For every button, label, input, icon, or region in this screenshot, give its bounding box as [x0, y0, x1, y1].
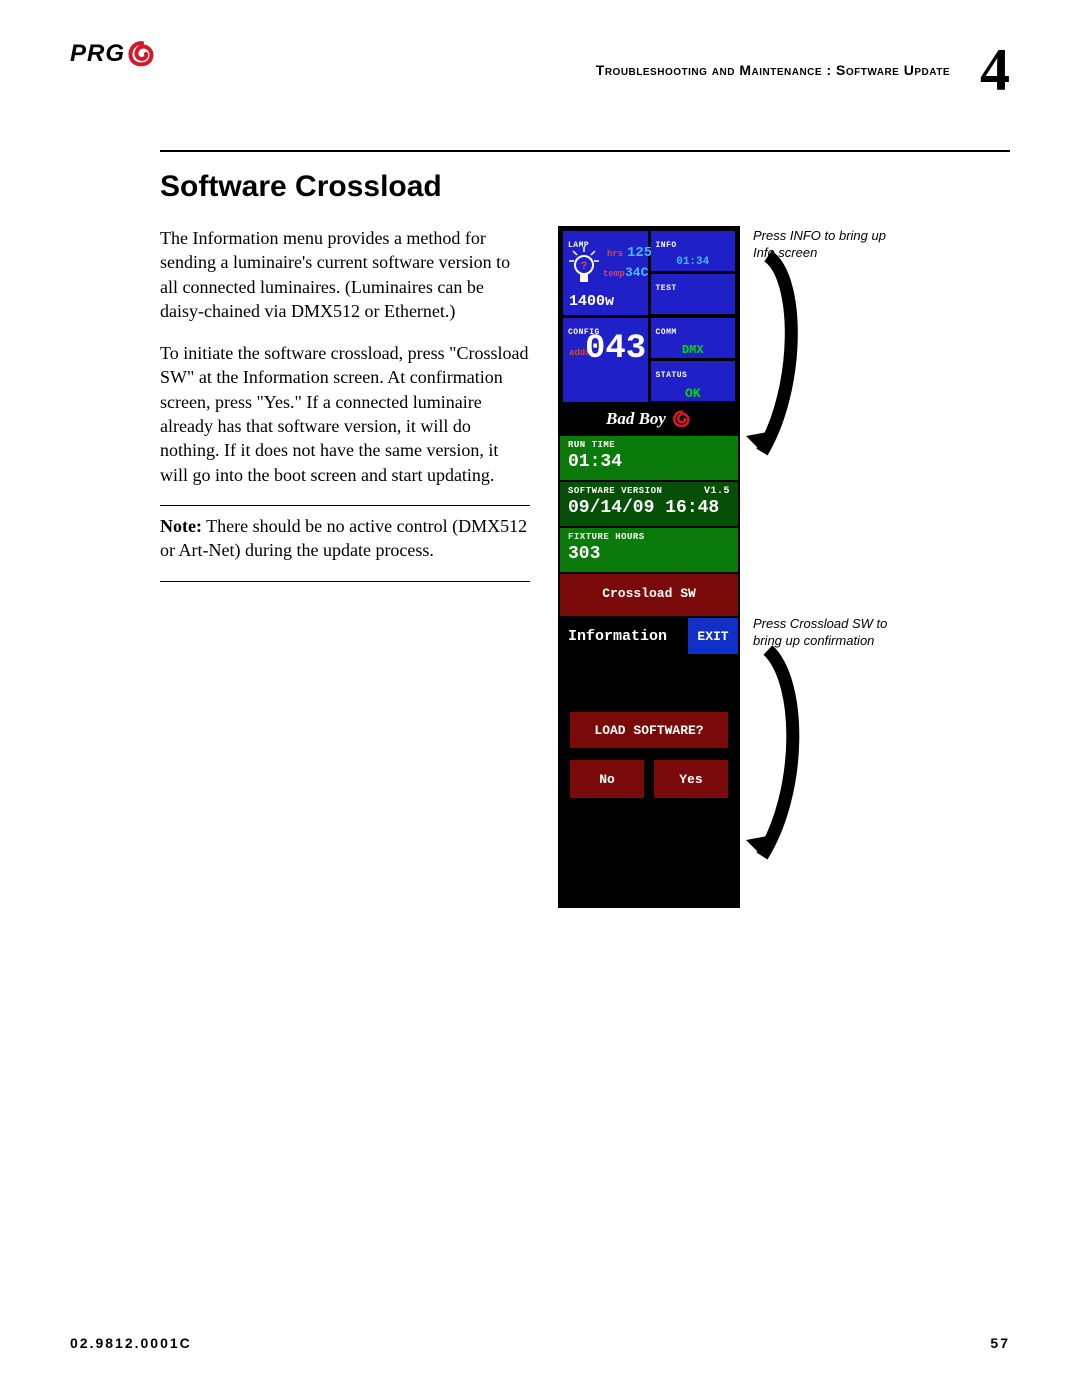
breadcrumb-section: Troubleshooting and Maintenance: [596, 62, 822, 78]
status-tile[interactable]: STATUS OK: [651, 361, 736, 401]
main-menu-screen: LAMP ? hrs 125: [560, 228, 738, 436]
hrs-label: hrs: [607, 249, 623, 259]
config-tile[interactable]: CONFIG addr 043: [563, 318, 648, 402]
arrow-icon: [738, 248, 808, 468]
yes-button[interactable]: Yes: [654, 760, 728, 798]
sw-version-tag: V1.5: [704, 486, 730, 497]
main-content: Software Crossload The Information menu …: [160, 150, 1010, 908]
page-footer: 02.9812.0001C 57: [70, 1335, 1010, 1351]
page-header: PRG Troubleshooting and Maintenance : So…: [70, 40, 1010, 100]
title-rule: [160, 150, 1010, 152]
info-title: Information: [560, 618, 688, 654]
software-version-panel: SOFTWARE VERSION V1.5 09/14/09 16:48: [560, 482, 738, 528]
note-label: Note:: [160, 516, 202, 536]
info-tile[interactable]: INFO 01:34: [651, 231, 736, 271]
confirm-buttons: No Yes: [570, 760, 728, 798]
svg-text:?: ?: [581, 261, 588, 273]
exit-button[interactable]: EXIT: [688, 618, 738, 654]
device-screens: LAMP ? hrs 125: [558, 226, 740, 908]
crossload-sw-button[interactable]: Crossload SW: [560, 574, 738, 618]
section-title: Software Crossload: [160, 170, 1010, 204]
breadcrumb-subsection: Software Update: [836, 62, 950, 78]
temp-value: 34C: [625, 265, 648, 280]
two-column-layout: The Information menu provides a method f…: [160, 226, 1010, 908]
brand-text: Bad Boy: [606, 409, 666, 429]
sw-version-label: SOFTWARE VERSION V1.5: [568, 486, 730, 496]
note-paragraph: Note: There should be no active control …: [160, 514, 530, 563]
info-test-column: INFO 01:34 TEST: [651, 231, 736, 315]
run-time-value: 01:34: [568, 452, 730, 472]
status-value: OK: [656, 386, 731, 401]
no-button[interactable]: No: [570, 760, 644, 798]
info-label: INFO: [656, 241, 677, 250]
sw-version-value: 09/14/09 16:48: [568, 498, 730, 518]
screenshot-column: LAMP ? hrs 125: [558, 226, 958, 908]
swirl-icon: [672, 410, 692, 428]
note-rule-top: [160, 505, 530, 506]
breadcrumb: Troubleshooting and Maintenance : Softwa…: [596, 62, 950, 78]
bulb-icon: ?: [569, 247, 599, 294]
prg-logo: PRG: [70, 40, 157, 68]
note-body: There should be no active control (DMX51…: [160, 516, 527, 560]
header-right: Troubleshooting and Maintenance : Softwa…: [596, 40, 1010, 100]
fixture-hours-panel: FIXTURE HOURS 303: [560, 528, 738, 574]
chapter-number: 4: [980, 40, 1010, 100]
test-label: TEST: [656, 284, 677, 293]
temp-label: temp: [603, 269, 625, 279]
lamp-tile[interactable]: LAMP ? hrs 125: [563, 231, 648, 315]
swirl-icon: [127, 41, 157, 67]
fixture-hours-label: FIXTURE HOURS: [568, 532, 730, 542]
comm-label: COMM: [656, 328, 677, 337]
status-label: STATUS: [656, 371, 688, 380]
info-value: 01:34: [656, 256, 731, 268]
comm-value: DMX: [656, 343, 731, 357]
arrow-icon: [738, 642, 808, 872]
information-screen: RUN TIME 01:34 SOFTWARE VERSION V1.5 09/…: [560, 436, 738, 654]
page-number: 57: [990, 1335, 1010, 1351]
note-rule-bottom: [160, 581, 530, 582]
logo-text: PRG: [70, 40, 125, 68]
run-time-panel: RUN TIME 01:34: [560, 436, 738, 482]
paragraph-2: To initiate the software crossload, pres…: [160, 341, 530, 487]
confirmation-screen: LOAD SOFTWARE? No Yes: [560, 654, 738, 906]
hrs-value: 125: [627, 245, 652, 261]
comm-tile[interactable]: COMM DMX: [651, 318, 736, 358]
info-screen-footer: Information EXIT: [560, 618, 738, 654]
wattage-value: 1400w: [569, 293, 614, 310]
paragraph-1: The Information menu provides a method f…: [160, 226, 530, 323]
confirm-prompt: LOAD SOFTWARE?: [570, 712, 728, 748]
brand-bar: Bad Boy: [563, 405, 735, 433]
comm-status-column: COMM DMX STATUS OK: [651, 318, 736, 402]
run-time-label: RUN TIME: [568, 440, 730, 450]
addr-value: 043: [585, 330, 646, 368]
text-column: The Information menu provides a method f…: [160, 226, 530, 582]
test-tile[interactable]: TEST: [651, 274, 736, 314]
fixture-hours-value: 303: [568, 544, 730, 564]
document-number: 02.9812.0001C: [70, 1335, 192, 1351]
